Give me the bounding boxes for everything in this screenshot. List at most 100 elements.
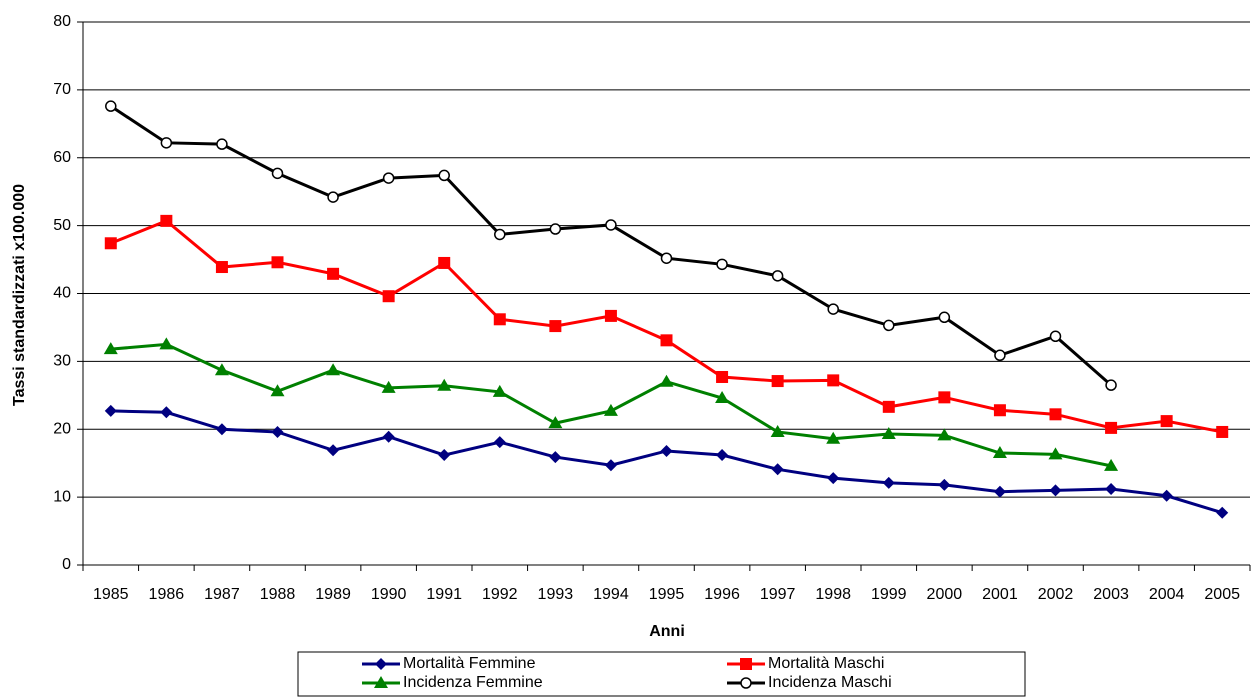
legend-marker [740, 658, 752, 670]
data-point [882, 476, 895, 489]
y-axis-title: Tassi standardizzati x100.000 [11, 184, 28, 406]
data-point [771, 375, 784, 388]
data-point [826, 431, 841, 444]
x-tick-label: 1996 [704, 586, 740, 603]
data-point [549, 223, 562, 235]
data-point [438, 256, 451, 269]
data-point [214, 363, 229, 376]
legend-box [297, 651, 1026, 697]
x-tick-label: 1994 [593, 586, 629, 603]
data-point [659, 374, 674, 387]
data-point [548, 416, 563, 429]
data-point [326, 363, 341, 376]
y-tick-label: 20 [53, 420, 71, 437]
data-point [271, 167, 284, 180]
data-point [270, 384, 285, 397]
data-point [1105, 482, 1118, 495]
data-point [327, 444, 340, 457]
x-tick-label: 2002 [1038, 586, 1074, 603]
data-point [716, 449, 729, 462]
y-tick-label: 50 [53, 217, 71, 234]
data-point [493, 313, 506, 326]
data-point [660, 334, 673, 347]
data-point [604, 309, 617, 322]
data-point [938, 311, 951, 324]
data-point [215, 423, 228, 436]
data-point [1049, 330, 1062, 343]
x-axis-title: Anni [649, 623, 685, 640]
x-tick-label: 1990 [371, 586, 407, 603]
data-point [994, 349, 1006, 362]
x-tick-label: 1997 [760, 586, 796, 603]
data-point [549, 451, 562, 464]
data-point [1049, 408, 1062, 421]
data-point [1216, 425, 1229, 438]
data-point [1105, 421, 1118, 434]
x-tick-label: 1993 [538, 586, 574, 603]
data-point [1160, 489, 1173, 502]
data-point [104, 404, 117, 417]
x-tick-label: 1989 [315, 586, 351, 603]
legend-marker [375, 658, 387, 670]
data-point [104, 237, 117, 250]
data-point [215, 261, 228, 274]
data-point [160, 137, 173, 149]
data-point [827, 303, 839, 315]
data-point [603, 403, 618, 416]
data-point [382, 430, 395, 443]
data-point [660, 252, 673, 264]
data-point [103, 342, 118, 355]
data-point [937, 428, 952, 441]
data-point [883, 319, 895, 332]
legend-label: Incidenza Femmine [403, 674, 543, 691]
data-point [827, 472, 840, 485]
data-point [327, 191, 339, 203]
x-tick-label: 2005 [1204, 586, 1240, 603]
legend-marker [740, 677, 752, 689]
data-point [160, 214, 173, 227]
data-point [271, 256, 284, 269]
data-point [993, 485, 1006, 498]
data-point [271, 425, 284, 438]
legend-label: Incidenza Maschi [768, 674, 892, 691]
data-point [938, 391, 951, 404]
x-tick-label: 1988 [260, 586, 296, 603]
data-point [1105, 379, 1117, 391]
data-point [216, 138, 228, 150]
data-point [382, 172, 395, 184]
data-point [494, 228, 506, 241]
y-tick-label: 80 [53, 13, 71, 30]
data-point [327, 267, 340, 280]
data-point [938, 478, 951, 491]
y-tick-label: 70 [53, 81, 71, 98]
x-tick-label: 1986 [149, 586, 185, 603]
data-point [993, 404, 1006, 417]
x-tick-label: 2001 [982, 586, 1018, 603]
data-point [1216, 506, 1229, 519]
x-tick-label: 1987 [204, 586, 240, 603]
data-point [437, 378, 452, 391]
data-point [160, 406, 173, 419]
data-point [604, 459, 617, 472]
data-point [881, 427, 896, 440]
x-tick-label: 1985 [93, 586, 129, 603]
x-tick-label: 1999 [871, 586, 907, 603]
y-tick-label: 30 [53, 353, 71, 370]
x-tick-label: 1995 [649, 586, 685, 603]
data-point [382, 290, 395, 303]
data-point [438, 169, 450, 182]
y-tick-label: 60 [53, 149, 71, 166]
data-point [549, 320, 562, 333]
data-point [1048, 447, 1063, 460]
data-point [827, 374, 840, 387]
data-point [992, 446, 1007, 459]
data-point [105, 100, 117, 112]
x-tick-label: 2004 [1149, 586, 1185, 603]
data-point [493, 436, 506, 449]
data-point [716, 370, 729, 383]
legend-label: Mortalità Femmine [403, 655, 536, 672]
data-point [492, 384, 507, 397]
x-tick-label: 2003 [1093, 586, 1129, 603]
data-point [1160, 415, 1173, 428]
data-point [381, 380, 396, 393]
